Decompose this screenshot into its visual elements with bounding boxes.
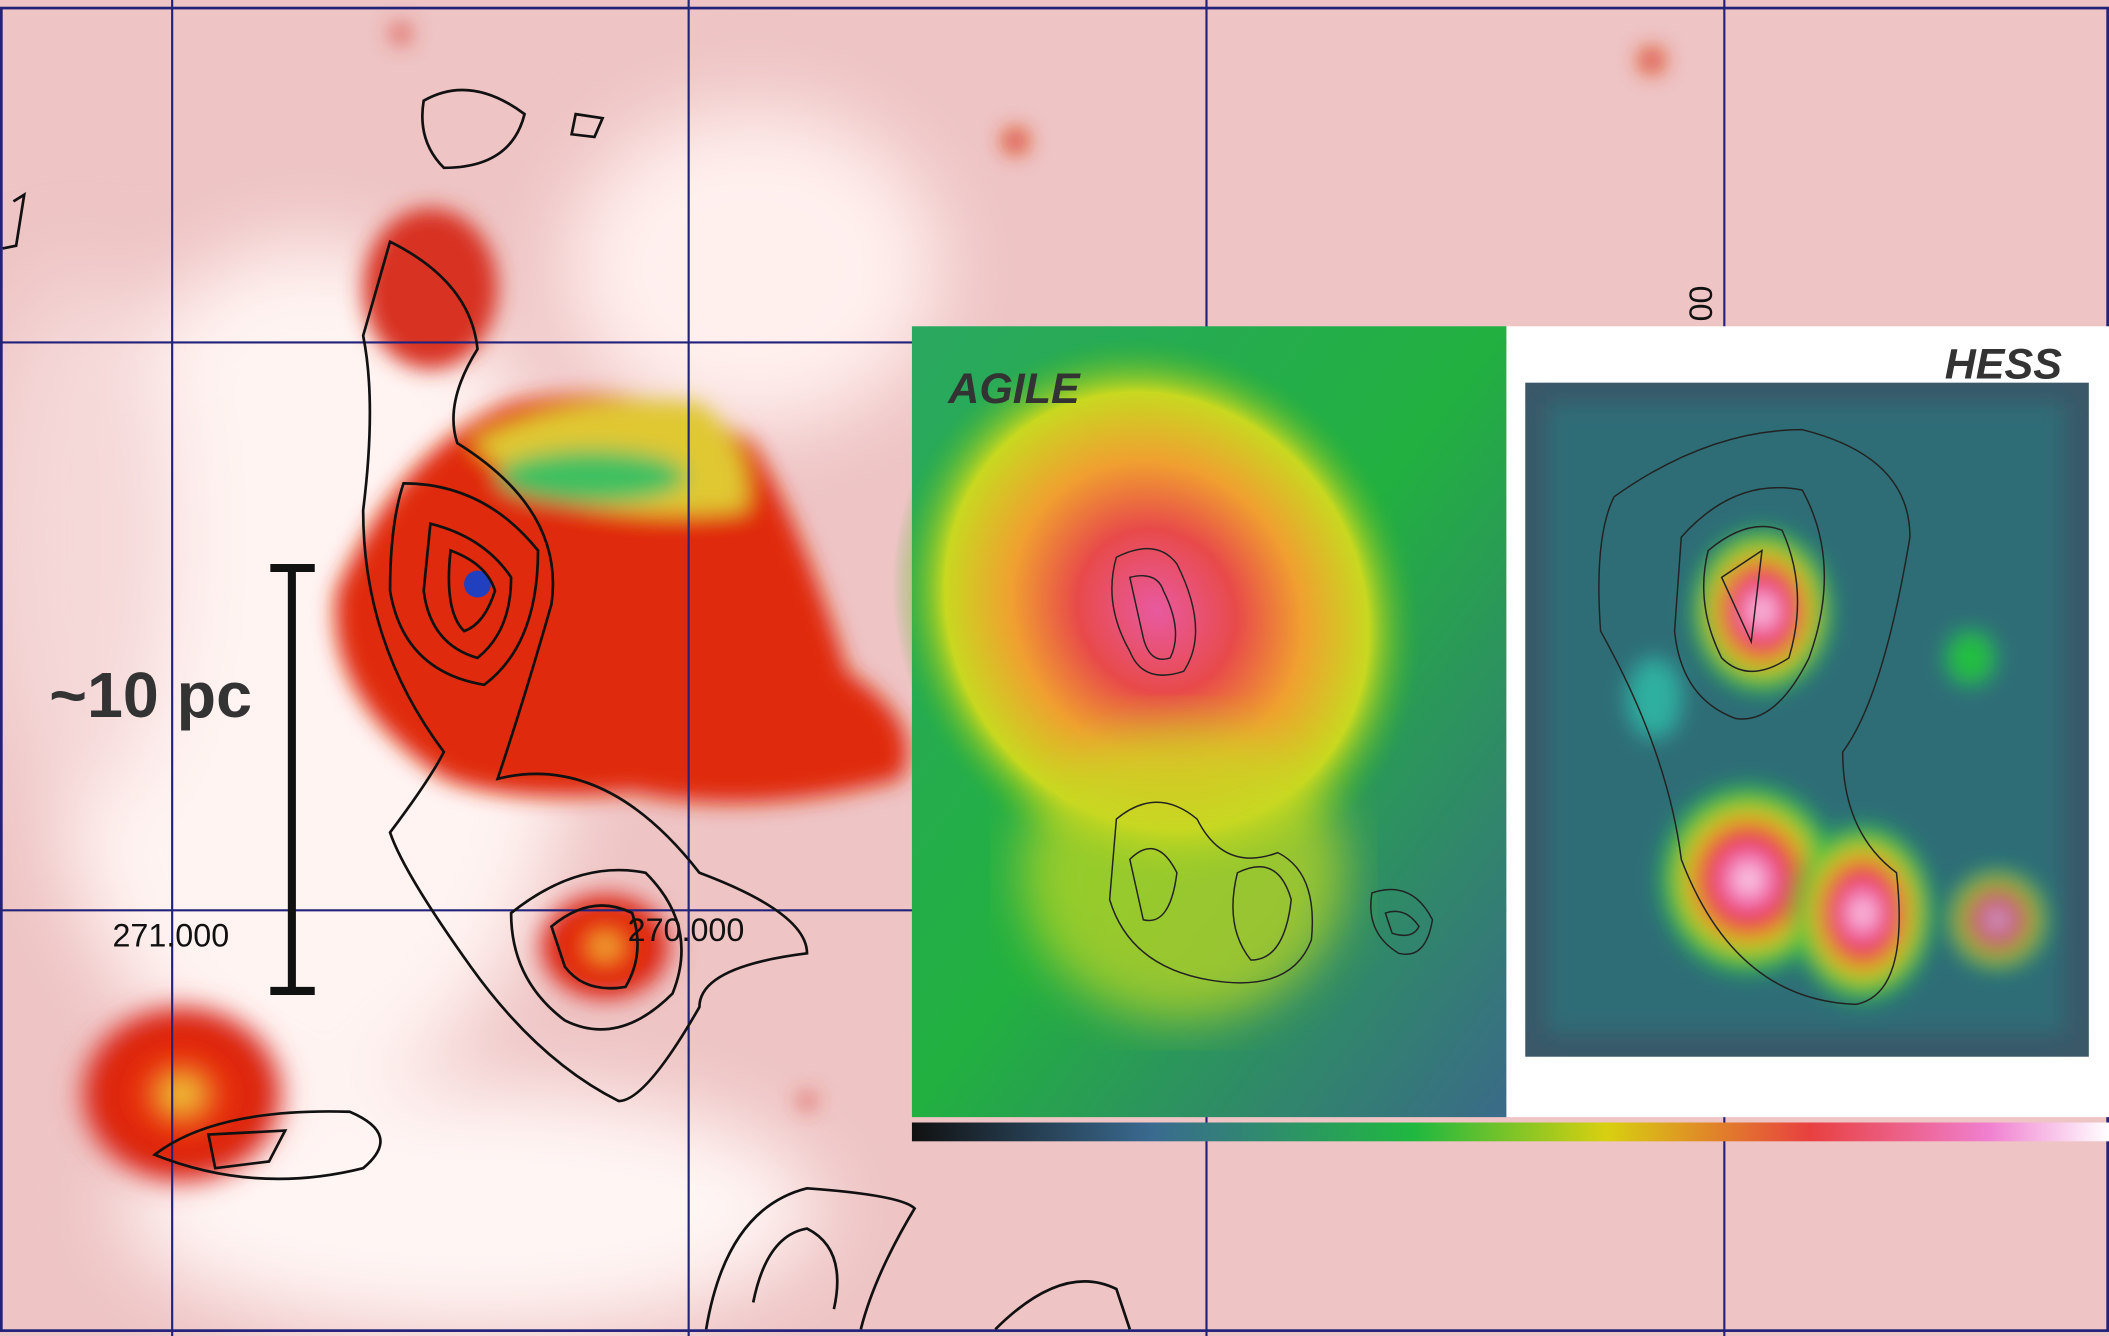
figure: ~10 pc 271.000 270.000 00 AGILE HESS [0,0,2109,1336]
inset-label: AGILE [947,365,1081,413]
scale-label: ~10 pc [49,659,252,731]
coordinate-label: 270.000 [628,912,745,948]
inset-label: HESS [1945,341,2063,389]
page: ~10 pc 271.000 270.000 00 AGILE HESS (() [0,0,2109,1336]
coordinate-label: 271.000 [112,918,229,954]
colorbar [912,1123,2109,1142]
coordinate-label: 00 [1683,286,1719,322]
